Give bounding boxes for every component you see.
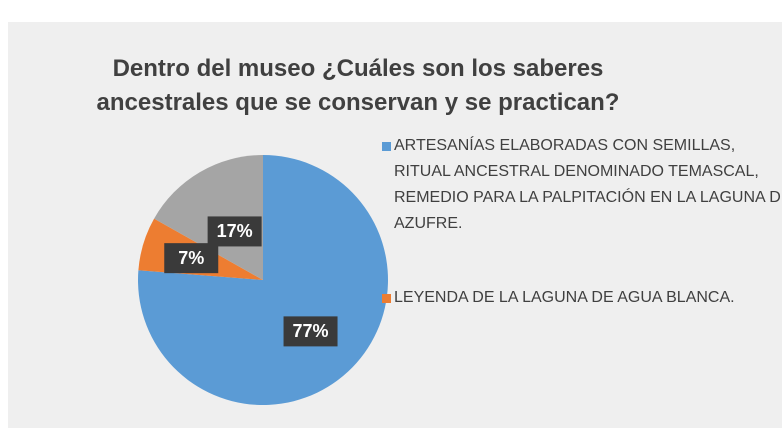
data-label: 77% xyxy=(293,321,329,341)
legend-text: ARTESANÍAS ELABORADAS CON SEMILLAS, RITU… xyxy=(394,137,782,232)
data-label-box xyxy=(207,216,262,247)
data-label-box xyxy=(164,243,219,274)
legend-swatch xyxy=(382,142,391,151)
legend-item: LEYENDA DE LA LAGUNA DE AGUA BLANCA. xyxy=(382,285,782,311)
chart: 77% 7% 17% xyxy=(138,155,388,406)
data-label-box xyxy=(283,316,338,347)
legend-text: LEYENDA DE LA LAGUNA DE AGUA BLANCA. xyxy=(394,289,735,306)
chart-title: Dentro del museo ¿Cuáles son los saberes… xyxy=(96,55,620,116)
legend-item: ARTESANÍAS ELABORADAS CON SEMILLAS, RITU… xyxy=(382,133,782,237)
legend-swatch xyxy=(382,294,391,303)
data-label: 7% xyxy=(178,248,204,268)
chart-area: Dentro del museo ¿Cuáles son los saberes… xyxy=(8,22,782,428)
data-label: 17% xyxy=(217,221,253,241)
